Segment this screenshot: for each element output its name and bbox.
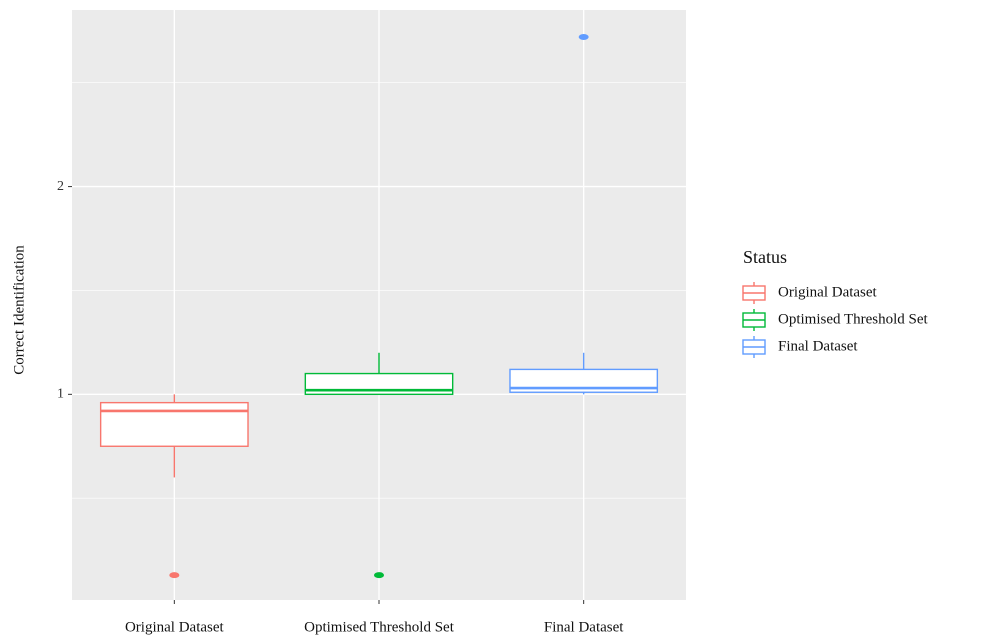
y-axis-label: Correct Identification	[11, 245, 27, 375]
legend-label: Optimised Threshold Set	[778, 311, 929, 327]
box	[99, 401, 249, 447]
y-tick-label: 1	[57, 387, 64, 402]
outlier	[578, 34, 589, 41]
legend-title: Status	[743, 247, 787, 267]
box	[509, 368, 659, 393]
outlier	[169, 572, 180, 579]
x-tick-label: Final Dataset	[544, 619, 624, 635]
outlier	[374, 572, 384, 579]
legend-label: Final Dataset	[778, 338, 858, 354]
x-tick-label: Optimised Threshold Set	[304, 619, 455, 635]
legend-label: Original Dataset	[778, 284, 878, 300]
x-tick-label: Original Dataset	[125, 619, 225, 635]
y-tick-label: 2	[57, 179, 64, 194]
